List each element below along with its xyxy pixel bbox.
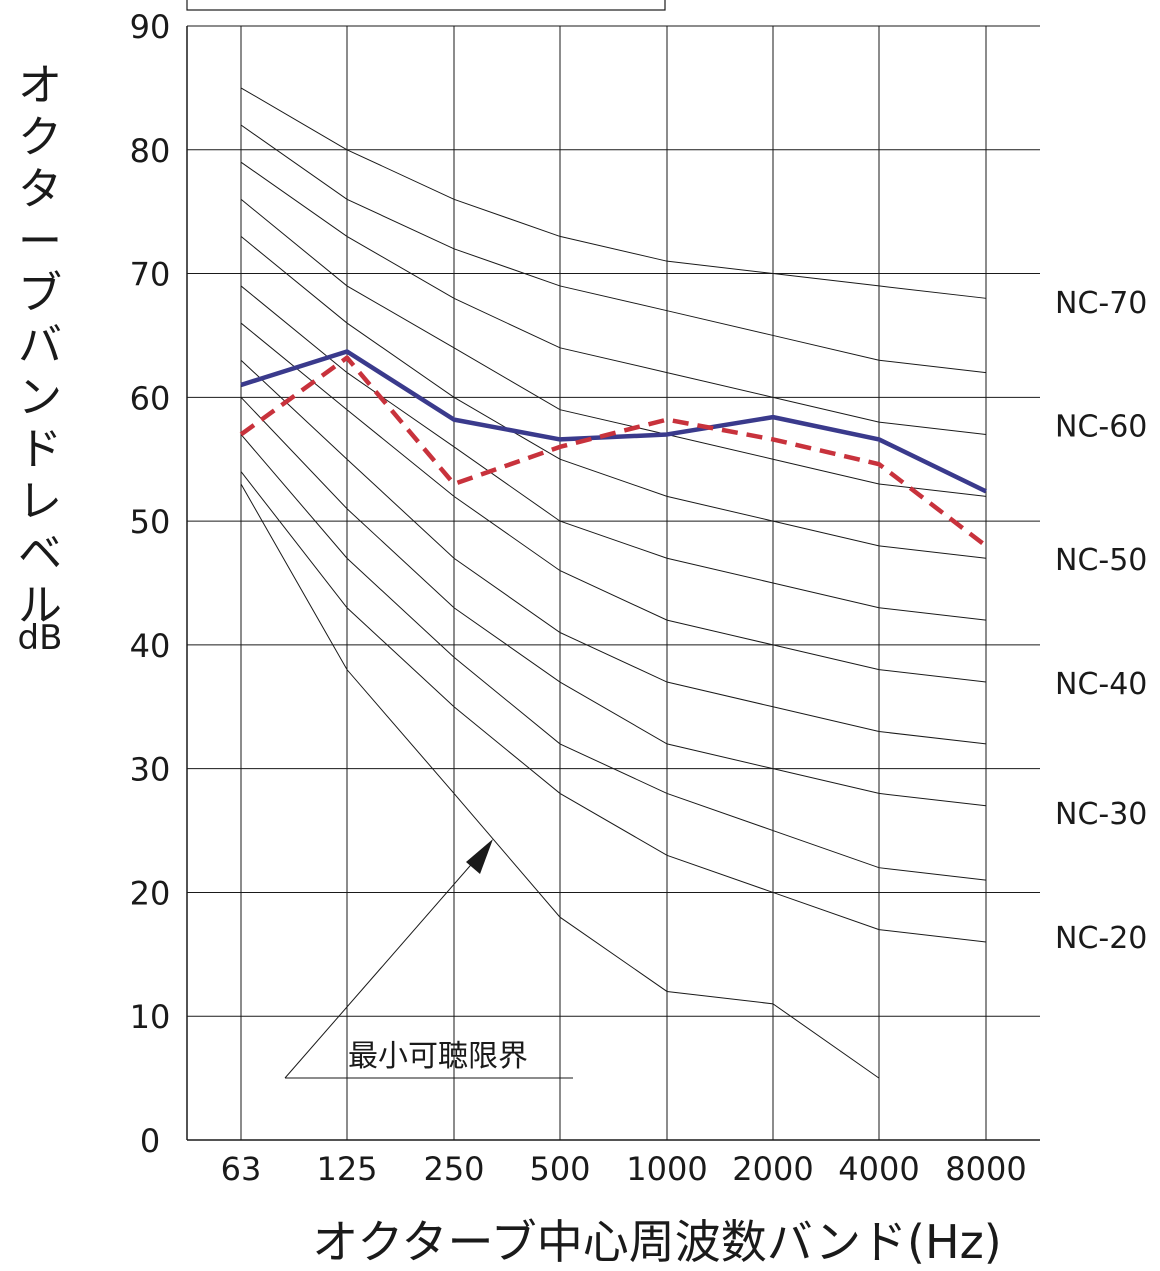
y-tick-label: 50 (130, 503, 171, 541)
x-axis-title: オクターブ中心周波数バンド(Hz) (312, 1215, 1001, 1269)
y-tick-label: 30 (130, 751, 171, 789)
y-tick-label: 40 (130, 627, 171, 665)
series-line-solid (240, 349, 987, 494)
y-tick-label: 60 (130, 379, 171, 417)
y-axis-unit: dB (17, 618, 63, 658)
nc-curve-line (240, 236, 987, 559)
x-tick-label: 8000 (945, 1150, 1026, 1188)
y-tick-label: 80 (130, 132, 171, 170)
nc-label: NC-30 (1055, 797, 1147, 832)
y-axis-ticks: 0 10 20 30 40 50 60 70 80 90 (130, 8, 171, 1160)
nc-label: NC-50 (1055, 543, 1147, 578)
nc-curve-line (240, 124, 987, 374)
x-tick-label: 500 (529, 1150, 590, 1188)
y-axis-title: オ ク タ ー ブ バ ン ド レ ベ ル (18, 60, 62, 631)
y-tick-label: 0 (140, 1122, 160, 1160)
nc-curve-labels: NC-70 NC-60 NC-50 NC-40 NC-30 NC-20 (1055, 286, 1147, 956)
x-tick-label: 1000 (626, 1150, 707, 1188)
x-tick-label: 4000 (838, 1150, 919, 1188)
x-axis-ticks: 63 125 250 500 1000 2000 4000 8000 (221, 1150, 1027, 1188)
nc-curve-line (240, 359, 987, 745)
nc-curve-line (240, 396, 987, 807)
threshold-annotation: 最小可聴限界 (284, 839, 573, 1079)
nc-label: NC-60 (1055, 410, 1147, 445)
y-tick-label: 70 (130, 256, 171, 294)
nc-curve-line (240, 471, 987, 943)
y-tick-label: 90 (130, 8, 171, 46)
nc-curve-line (240, 434, 987, 881)
x-tick-label: 63 (221, 1150, 262, 1188)
y-tick-label: 10 (130, 998, 171, 1036)
y-tick-label: 20 (130, 874, 171, 912)
x-tick-label: 250 (423, 1150, 484, 1188)
x-tick-label: 2000 (732, 1150, 813, 1188)
annotation-label: 最小可聴限界 (348, 1039, 528, 1074)
nc-curves (240, 87, 987, 943)
nc-curve-line (240, 161, 987, 435)
nc-curve-line (240, 87, 987, 299)
nc-label: NC-70 (1055, 286, 1147, 321)
measured-series (239, 349, 988, 548)
nc-label: NC-40 (1055, 667, 1147, 702)
annotation-leader-diagonal (284, 842, 491, 1079)
series-line-dashed (239, 355, 988, 548)
legend-box-fragment (186, 0, 666, 11)
nc-label: NC-20 (1055, 921, 1147, 956)
x-tick-label: 125 (316, 1150, 377, 1188)
threshold-curve-group (240, 483, 880, 1079)
plot-grid (186, 25, 1040, 1141)
nc-curve-line (240, 285, 987, 621)
annotation-arrowhead (466, 839, 493, 874)
nc-curve-line (240, 198, 987, 497)
threshold-curve-line (240, 483, 880, 1079)
nc-curve-line (240, 322, 987, 683)
